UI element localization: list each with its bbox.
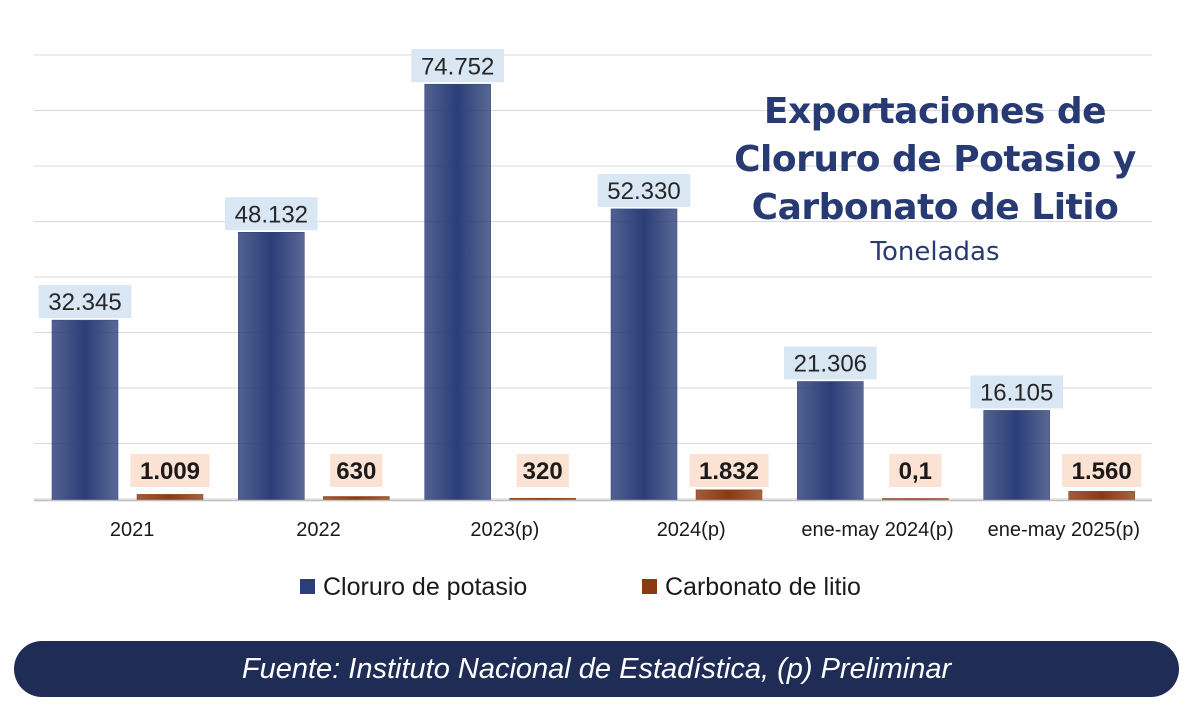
chart-title-block: Exportaciones de Cloruro de Potasio y Ca… — [700, 88, 1170, 270]
bar-carbonato-de-litio-2024-p — [695, 489, 763, 501]
chart-title-line-2: Cloruro de Potasio y — [734, 139, 1136, 180]
bar-cloruro-de-potasio-ene-may-2025-p — [983, 410, 1050, 501]
chart-title-line-1: Exportaciones de — [763, 91, 1107, 132]
legend-swatch-cloruro-de-potasio — [300, 579, 315, 594]
bar-carbonato-de-litio-2022 — [323, 496, 390, 501]
data-label-cloruro-de-potasio-2023-p: 74.752 — [421, 53, 494, 80]
data-label-cloruro-de-potasio-2021: 32.345 — [48, 289, 121, 316]
bar-carbonato-de-litio-2023-p — [509, 497, 576, 501]
data-label-bg — [411, 49, 504, 83]
data-label-bg — [784, 346, 877, 380]
data-label-carbonato-de-litio-2024-p: 1.832 — [699, 458, 759, 485]
bar-cloruro-de-potasio-2022 — [238, 232, 305, 501]
data-label-carbonato-de-litio-2022: 630 — [336, 458, 376, 485]
legend-label-carbonato-de-litio: Carbonato de litio — [665, 573, 861, 601]
data-label-cloruro-de-potasio-2024-p: 52.330 — [607, 178, 680, 205]
data-label-bg — [38, 285, 132, 319]
bar-carbonato-de-litio-2021 — [136, 494, 204, 501]
x-tick-label-2022: 2022 — [296, 519, 341, 541]
source-footer: Fuente: Instituto Nacional de Estadístic… — [14, 641, 1179, 697]
x-tick-label-2023-p: 2023(p) — [470, 519, 539, 541]
data-label-bg — [225, 197, 318, 231]
data-label-bg — [1062, 454, 1142, 487]
chart-title-line-3: Carbonato de Litio — [751, 187, 1119, 228]
data-label-bg — [330, 454, 383, 487]
x-tick-label-2024-p: 2024(p) — [657, 519, 726, 541]
bar-cloruro-de-potasio-ene-may-2024-p — [797, 381, 864, 501]
bar-cloruro-de-potasio-2024-p — [610, 208, 678, 501]
legend-swatch-carbonato-de-litio — [642, 579, 657, 594]
chart-subtitle: Toneladas — [870, 237, 1000, 267]
x-tick-label-ene-may-2024-p: ene-may 2024(p) — [801, 519, 953, 541]
data-label-carbonato-de-litio-2021: 1.009 — [140, 458, 200, 485]
source-text: Fuente: Instituto Nacional de Estadístic… — [241, 652, 952, 685]
bar-cloruro-de-potasio-2021 — [51, 319, 119, 501]
x-tick-label-ene-may-2025-p: ene-may 2025(p) — [988, 519, 1140, 541]
data-label-bg — [597, 173, 691, 207]
legend-label-cloruro-de-potasio: Cloruro de potasio — [323, 573, 527, 601]
bar-carbonato-de-litio-ene-may-2025-p — [1068, 491, 1135, 501]
data-label-cloruro-de-potasio-ene-may-2024-p: 21.306 — [794, 351, 867, 378]
data-label-carbonato-de-litio-ene-may-2024-p: 0,1 — [899, 458, 932, 485]
data-label-bg — [516, 454, 569, 487]
x-tick-label-2021: 2021 — [110, 519, 155, 541]
data-label-carbonato-de-litio-ene-may-2025-p: 1.560 — [1072, 458, 1132, 485]
bar-chart: 32.345 1.009 2021 48.132 630 2022 74.752 320 202… — [34, 49, 1152, 601]
data-label-cloruro-de-potasio-2022: 48.132 — [235, 201, 308, 228]
data-label-bg — [689, 454, 769, 487]
bar-cloruro-de-potasio-2023-p — [424, 83, 491, 501]
data-label-bg — [889, 454, 942, 487]
data-label-carbonato-de-litio-2023-p: 320 — [523, 458, 563, 485]
data-label-bg — [130, 454, 210, 487]
data-label-bg — [970, 375, 1063, 409]
data-label-cloruro-de-potasio-ene-may-2025-p: 16.105 — [980, 380, 1053, 407]
